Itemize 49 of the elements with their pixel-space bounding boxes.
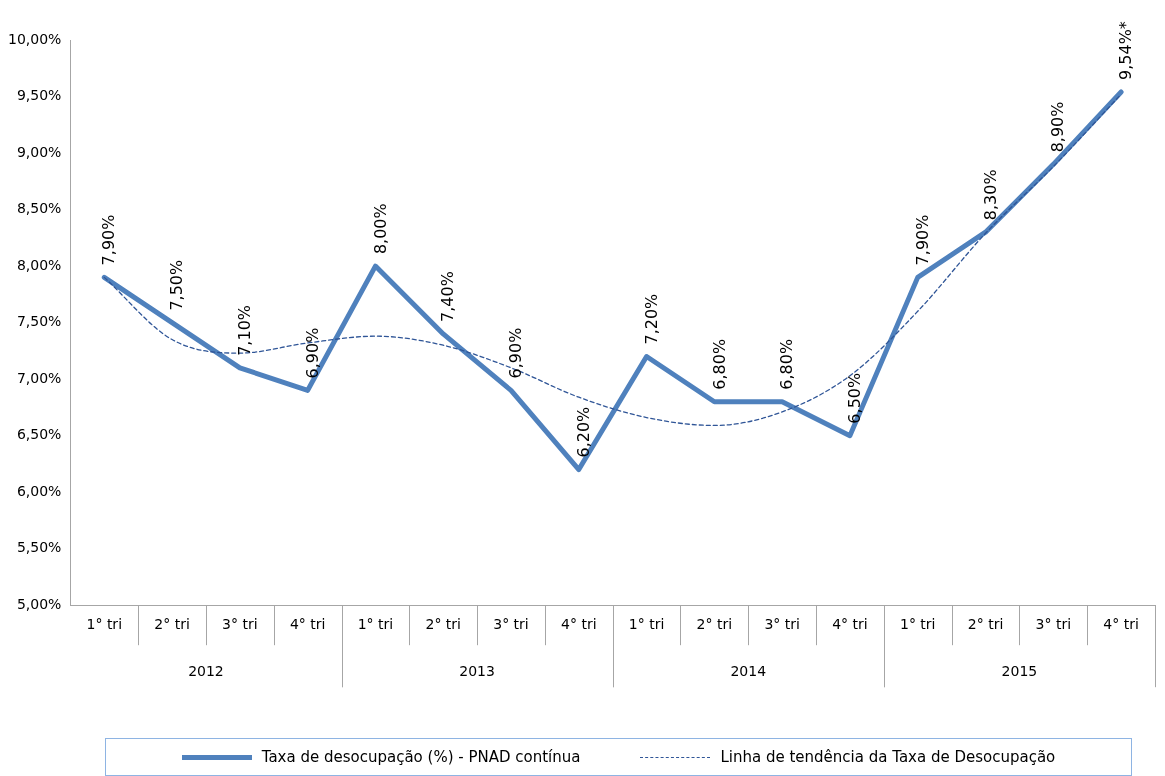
x-tick-label: 1° tri bbox=[86, 616, 123, 633]
y-tick-label: 6,50% bbox=[16, 426, 62, 443]
y-tick-label: 8,00% bbox=[16, 256, 62, 273]
x-tick-label: 3° tri bbox=[764, 616, 800, 633]
x-tick-label: 1° tri bbox=[899, 616, 936, 633]
x-tick-label: 2° tri bbox=[425, 616, 461, 633]
text: 2013 bbox=[459, 662, 495, 679]
x-tick-label: 3° tri bbox=[222, 616, 258, 633]
y-tick-label: 5,50% bbox=[16, 539, 62, 556]
data-label: 8,00% bbox=[370, 203, 390, 255]
data-label: 6,80% bbox=[777, 338, 797, 390]
y-tick-label: 6,00% bbox=[16, 482, 62, 499]
data-label: 7,20% bbox=[641, 293, 661, 345]
data-label: 7,90% bbox=[99, 214, 119, 266]
y-tick-label: 10,00% bbox=[7, 30, 62, 47]
x-tick-label: 2° tri bbox=[154, 616, 190, 633]
data-label: 7,90% bbox=[912, 214, 932, 266]
x-tick-label: 4° tri bbox=[1103, 616, 1139, 633]
data-label: 9,54%* bbox=[1116, 21, 1136, 80]
x-tick-label: 3° tri bbox=[493, 616, 529, 633]
data-label: 6,50% bbox=[845, 372, 865, 424]
y-tick-label: 9,00% bbox=[16, 143, 62, 160]
data-label: 6,20% bbox=[573, 406, 593, 458]
x-tick-label: 4° tri bbox=[832, 616, 868, 633]
text: 2014 bbox=[730, 662, 767, 679]
legend-label: Linha de tendência da Taxa de Desocupação bbox=[720, 748, 1056, 766]
x-tick-label: 2° tri bbox=[967, 616, 1004, 633]
data-label: 7,50% bbox=[167, 259, 187, 311]
y-tick-label: 7,00% bbox=[16, 369, 62, 386]
data-label: 8,30% bbox=[980, 169, 1000, 221]
y-tick-label: 7,50% bbox=[16, 313, 62, 330]
data-label: 8,90% bbox=[1048, 101, 1068, 153]
x-tick-label: 1° tri bbox=[628, 616, 665, 633]
y-tick-label: 8,50% bbox=[16, 200, 62, 217]
data-label: 6,90% bbox=[302, 327, 322, 379]
y-tick-label: 5,00% bbox=[16, 595, 62, 612]
text: 2015 bbox=[1001, 662, 1038, 679]
y-tick-label: 9,50% bbox=[16, 87, 62, 104]
x-tick-label: 3° tri bbox=[1035, 616, 1072, 633]
data-label: 6,80% bbox=[709, 338, 729, 390]
data-label: 6,90% bbox=[506, 327, 526, 379]
x-tick-label: 2° tri bbox=[696, 616, 733, 633]
x-tick-label: 1° tri bbox=[357, 616, 394, 633]
data-label: 7,40% bbox=[438, 271, 458, 322]
x-tick-label: 4° tri bbox=[289, 616, 326, 633]
legend-label: Taxa de desocupação (%) - PNAD contínua bbox=[261, 748, 581, 766]
x-tick-label: 4° tri bbox=[561, 616, 597, 633]
data-label: 7,10% bbox=[235, 304, 255, 356]
text: 2012 bbox=[188, 662, 224, 679]
